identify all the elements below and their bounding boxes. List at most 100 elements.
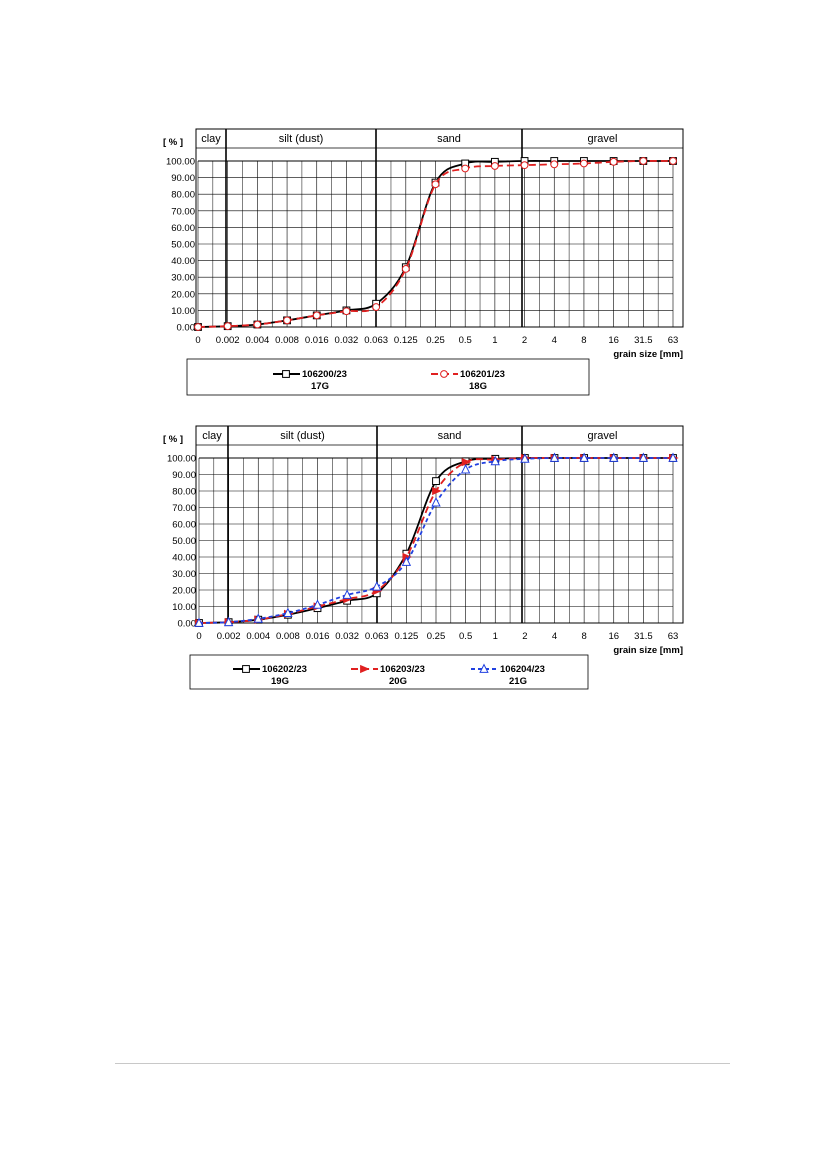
zone-label: clay <box>201 133 221 145</box>
data-point-106204/23 <box>579 452 589 462</box>
legend-marker-106202/23 <box>242 665 250 673</box>
x-tick-label: 8 <box>581 631 586 642</box>
x-tick-label: 0.002 <box>216 335 240 346</box>
data-point-106204/23 <box>520 453 530 463</box>
x-axis-label: grain size [mm] <box>613 349 683 360</box>
data-point-106203/23 <box>461 457 472 467</box>
x-tick-label: 0.032 <box>335 631 359 642</box>
x-tick-label: 0 <box>196 631 201 642</box>
data-point-106201/23 <box>669 157 677 165</box>
y-tick-label: 100.00 <box>167 454 196 465</box>
data-point-106204/23 <box>342 589 352 599</box>
series-line-106201/23 <box>197 160 674 328</box>
data-point-106204/23 <box>490 455 500 466</box>
x-tick-label: 0.016 <box>306 631 330 642</box>
y-tick-label: 10.00 <box>171 306 195 317</box>
data-point-106201/23 <box>639 157 648 165</box>
data-point-106204/23 <box>372 581 382 591</box>
legend-box <box>186 358 590 396</box>
zone-label: sand <box>437 133 461 145</box>
data-point-106201/23 <box>312 311 321 320</box>
x-tick-label: 0.5 <box>459 335 472 346</box>
legend-sample: 17G <box>311 381 329 392</box>
zone-label: silt (dust) <box>279 133 324 145</box>
y-tick-label: 90.00 <box>172 470 196 481</box>
data-point-106201/23 <box>550 160 559 169</box>
data-point-106203/23 <box>432 486 442 496</box>
data-point-106202/23 <box>432 477 440 486</box>
data-point-106204/23 <box>312 599 323 609</box>
data-point-106201/23 <box>609 157 618 166</box>
x-tick-label: 0.063 <box>364 335 388 346</box>
x-tick-label: 31.5 <box>634 631 653 642</box>
legend-marker-106201/23 <box>440 370 448 378</box>
x-axis-label: grain size [mm] <box>613 645 683 656</box>
x-tick-label: 0.5 <box>459 631 472 642</box>
x-tick-label: 0.016 <box>305 335 329 346</box>
y-tick-label: 20.00 <box>171 289 195 300</box>
y-tick-label: 50.00 <box>172 536 196 547</box>
y-tick-label: 20.00 <box>172 586 196 597</box>
x-tick-label: 0.002 <box>217 631 241 642</box>
data-point-106201/23 <box>520 161 529 170</box>
x-tick-label: 2 <box>522 335 527 346</box>
y-tick-label: 70.00 <box>171 206 195 217</box>
x-tick-label: 16 <box>608 631 619 642</box>
data-point-106201/23 <box>223 322 232 331</box>
data-point-106204/23 <box>609 452 619 462</box>
data-point-106201/23 <box>401 265 410 273</box>
legend-marker-106204/23 <box>479 663 489 673</box>
y-tick-label: 50.00 <box>171 240 195 251</box>
x-tick-label: 4 <box>552 631 557 642</box>
data-point-106204/23 <box>283 607 293 617</box>
x-tick-label: 1 <box>492 335 497 346</box>
data-point-106201/23 <box>253 320 262 329</box>
zone-label: gravel <box>588 133 618 145</box>
x-tick-label: 2 <box>522 631 527 642</box>
x-tick-label: 0.004 <box>245 335 269 346</box>
data-point-106201/23 <box>490 162 499 170</box>
x-tick-label: 0.125 <box>394 631 418 642</box>
y-axis-label: [ % ] <box>163 434 183 445</box>
x-tick-label: 0.004 <box>246 631 270 642</box>
legend-marker-106200/23 <box>282 370 290 378</box>
legend-label: 106201/23 <box>460 369 505 380</box>
data-point-106204/23 <box>668 452 678 462</box>
legend-box <box>189 654 589 690</box>
legend-sample: 19G <box>271 676 289 687</box>
y-tick-label: 80.00 <box>171 190 195 201</box>
grain-size-chart-2: 0.00 10.00 20.00 30.00 40.00 50.00 60.00 70.00 8… <box>163 425 684 690</box>
zone-label: sand <box>438 430 462 442</box>
y-tick-label: 40.00 <box>172 553 196 564</box>
zone-label: silt (dust) <box>280 430 325 442</box>
x-tick-label: 63 <box>668 335 679 346</box>
x-tick-label: 4 <box>552 335 557 346</box>
x-tick-label: 16 <box>608 335 619 346</box>
data-point-106204/23 <box>638 452 649 462</box>
x-tick-label: 8 <box>581 335 586 346</box>
data-point-106201/23 <box>342 307 351 316</box>
legend-label: 106202/23 <box>262 664 307 675</box>
y-axis-label: [ % ] <box>163 137 183 148</box>
x-tick-label: 0.25 <box>426 335 445 346</box>
y-tick-label: 60.00 <box>171 223 195 234</box>
legend-label: 106204/23 <box>500 664 545 675</box>
data-point-106204/23 <box>431 497 441 507</box>
grain-size-chart-1: 0.00 10.00 20.00 30.00 40.00 50.00 60.00 70.00 8… <box>163 128 684 396</box>
y-tick-label: 10.00 <box>172 602 196 613</box>
zone-label: clay <box>202 430 222 442</box>
footer-divider <box>115 1063 730 1064</box>
data-point-106201/23 <box>431 180 440 189</box>
legend-sample: 21G <box>509 676 527 687</box>
x-tick-label: 0.008 <box>275 335 299 346</box>
data-point-106204/23 <box>194 617 204 627</box>
data-point-106201/23 <box>580 159 588 168</box>
x-tick-label: 0.032 <box>335 335 359 346</box>
x-tick-label: 0.125 <box>394 335 418 346</box>
y-tick-label: 80.00 <box>172 487 196 498</box>
data-point-106201/23 <box>372 303 381 311</box>
data-point-106201/23 <box>194 323 202 331</box>
y-tick-label: 0.00 <box>177 323 196 334</box>
x-tick-label: 63 <box>668 631 679 642</box>
